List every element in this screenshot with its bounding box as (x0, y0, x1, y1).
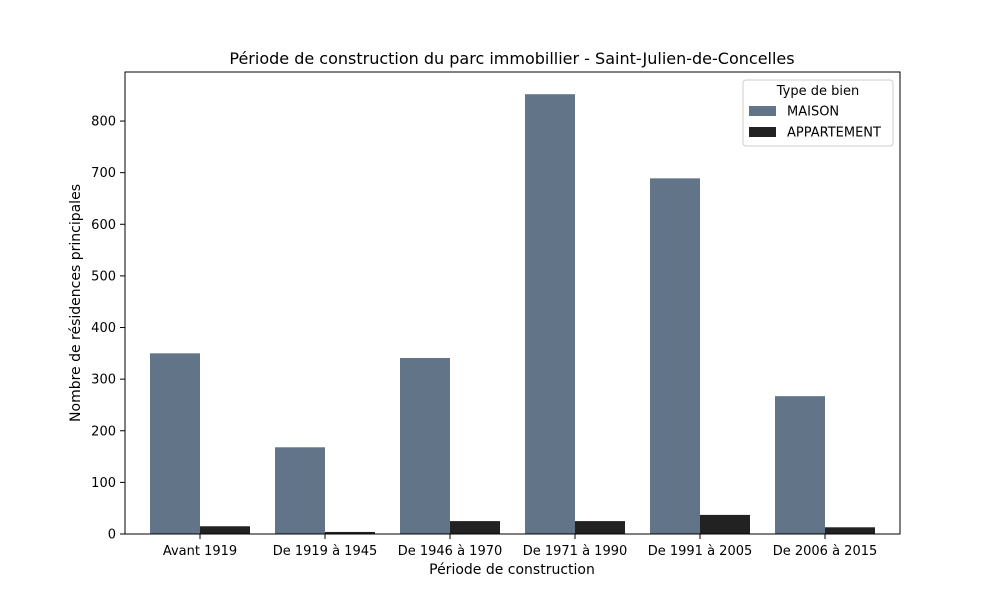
y-tick-label: 200 (91, 424, 116, 439)
bar-appartement (325, 531, 375, 534)
x-tick-label: Avant 1919 (163, 544, 237, 559)
x-axis-label: Période de construction (429, 562, 595, 578)
bar-maison (150, 353, 200, 534)
legend-box (742, 79, 894, 147)
x-tick-label: De 2006 à 2015 (773, 544, 878, 559)
bar-maison (775, 396, 825, 534)
y-tick-label: 600 (91, 218, 116, 233)
y-tick-label: 0 (108, 528, 116, 543)
y-tick-label: 700 (91, 166, 116, 181)
y-tick-label: 100 (91, 476, 116, 491)
x-tick-label: De 1971 à 1990 (523, 544, 628, 559)
y-axis-label: Nombre de résidences principales (68, 184, 84, 422)
bar-maison (400, 357, 450, 534)
y-tick-label: 500 (91, 269, 116, 284)
bar-appartement (825, 527, 875, 534)
x-tick-label: De 1919 à 1945 (273, 544, 378, 559)
bar-appartement (200, 526, 250, 534)
x-tick-label: De 1991 à 2005 (648, 544, 753, 559)
bar-maison (525, 94, 575, 534)
x-tick-label: De 1946 à 1970 (398, 544, 503, 559)
legend-title: Type de bien (776, 84, 859, 99)
y-axis: 0 100 200 300 400 500 600 700 800 (91, 115, 125, 543)
y-tick-label: 400 (91, 321, 116, 336)
legend-entries: MAISON APPARTEMENT (749, 105, 881, 141)
y-tick-label: 800 (91, 115, 116, 130)
chart-title: Période de construction du parc immobill… (229, 49, 794, 68)
plot-frame (124, 71, 901, 535)
legend-swatch-maison (749, 106, 776, 116)
bar-maison (275, 447, 325, 534)
bar-appartement (450, 521, 500, 534)
x-axis: Avant 1919 De 1919 à 1945 De 1946 à 1970 De… (163, 534, 877, 559)
bar-maison (650, 178, 700, 534)
y-tick-label: 300 (91, 373, 116, 388)
legend: Type de bien MAISON APPARTEMENT (742, 79, 894, 147)
legend-label-maison: MAISON (787, 105, 839, 120)
plot-area (150, 94, 875, 534)
bar-appartement (700, 514, 750, 534)
legend-label-appartement: APPARTEMENT (787, 126, 881, 141)
legend-swatch-appartement (749, 127, 776, 137)
bar-appartement (575, 521, 625, 534)
